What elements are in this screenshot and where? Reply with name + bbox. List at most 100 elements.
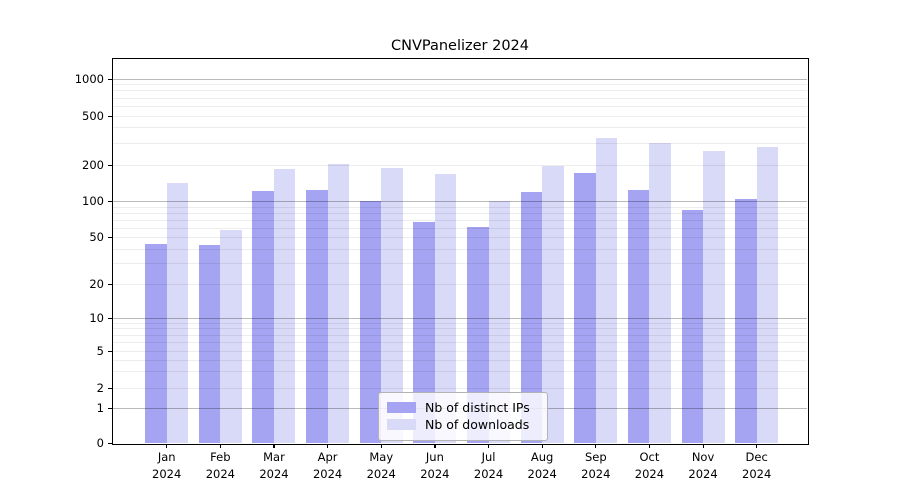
bar-distinct-ips-jan <box>145 244 167 443</box>
minor-gridline <box>113 328 807 330</box>
y-tick-mark <box>108 317 112 319</box>
minor-gridline <box>113 164 807 166</box>
bar-downloads-feb <box>220 229 242 443</box>
y-tick-label: 2 <box>96 380 104 395</box>
y-tick-mark <box>108 283 112 285</box>
x-tick-label: Jan 2024 <box>152 450 182 481</box>
bar-downloads-jun <box>434 174 457 443</box>
minor-gridline <box>113 142 807 144</box>
bar-downloads-nov <box>703 150 725 443</box>
minor-gridline <box>113 212 807 214</box>
minor-gridline <box>113 90 807 92</box>
x-tick-label: Apr 2024 <box>312 450 343 481</box>
minor-gridline <box>113 322 807 324</box>
bar-downloads-dec <box>756 147 779 443</box>
y-tick-mark <box>108 442 112 444</box>
x-tick-label: Aug 2024 <box>527 450 557 481</box>
bar-distinct-ips-jun <box>413 221 435 443</box>
x-tick-mark <box>756 444 758 448</box>
bar-distinct-ips-feb <box>198 245 221 443</box>
x-tick-label: May 2024 <box>366 450 396 481</box>
x-tick-mark <box>648 444 651 448</box>
minor-gridline <box>113 105 807 107</box>
bar-downloads-jan <box>166 182 189 443</box>
bar-distinct-ips-aug <box>520 191 543 443</box>
x-tick-label: Mar 2024 <box>259 450 289 481</box>
legend: Nb of distinct IPs Nb of downloads <box>378 392 548 441</box>
x-tick-mark <box>434 444 436 448</box>
minor-gridline <box>113 115 807 117</box>
legend-swatch-downloads <box>387 419 416 430</box>
x-tick-label: Jul 2024 <box>473 450 504 481</box>
minor-gridline <box>113 359 807 361</box>
bar-distinct-ips-may <box>359 201 382 443</box>
x-tick-label: Feb 2024 <box>205 450 235 481</box>
bar-downloads-apr <box>327 164 350 443</box>
x-tick-label: Jun 2024 <box>420 450 450 481</box>
x-tick-mark <box>327 444 329 448</box>
legend-swatch-distinct-ips <box>387 402 416 413</box>
legend-label-distinct-ips: Nb of distinct IPs <box>425 400 530 415</box>
bar-distinct-ips-mar <box>252 191 274 443</box>
bar-distinct-ips-oct <box>627 190 650 443</box>
minor-gridline <box>113 387 807 389</box>
y-tick-mark <box>108 201 112 203</box>
y-tick-mark <box>108 407 112 409</box>
x-tick-mark <box>541 444 543 448</box>
major-gridline <box>113 78 807 80</box>
bar-downloads-may <box>381 167 403 443</box>
bar-downloads-oct <box>649 143 671 443</box>
minor-gridline <box>113 341 807 343</box>
y-tick-mark <box>108 115 112 117</box>
x-tick-label: Nov 2024 <box>688 450 718 481</box>
major-gridline <box>113 317 807 319</box>
bar-downloads-sep <box>595 138 618 443</box>
x-tick-label: Sep 2024 <box>581 450 611 481</box>
y-tick-mark <box>108 350 112 352</box>
y-tick-mark <box>108 237 112 239</box>
y-tick-label: 200 <box>82 157 104 172</box>
y-tick-label: 500 <box>82 108 104 123</box>
bar-downloads-aug <box>542 165 564 443</box>
bar-downloads-jul <box>488 200 511 443</box>
bar-distinct-ips-apr <box>306 189 328 443</box>
legend-item-downloads: Nb of downloads <box>387 417 539 432</box>
minor-gridline <box>113 248 807 250</box>
y-tick-label: 50 <box>89 230 104 245</box>
bar-distinct-ips-dec <box>735 198 757 443</box>
y-tick-mark <box>108 387 112 389</box>
x-tick-mark <box>219 444 222 448</box>
minor-gridline <box>113 283 807 285</box>
minor-gridline <box>113 84 807 86</box>
minor-gridline <box>113 350 807 352</box>
x-tick-mark <box>702 444 704 448</box>
bar-distinct-ips-sep <box>574 172 596 443</box>
minor-gridline <box>113 206 807 208</box>
x-tick-mark <box>273 444 275 448</box>
y-tick-label: 5 <box>96 343 104 358</box>
bar-downloads-mar <box>273 169 296 443</box>
minor-gridline <box>113 127 807 129</box>
y-tick-label: 0 <box>96 435 104 450</box>
y-tick-mark <box>108 164 112 166</box>
y-tick-mark <box>108 78 112 80</box>
x-tick-label: Dec 2024 <box>742 450 772 481</box>
x-tick-mark <box>595 444 597 448</box>
bar-distinct-ips-jul <box>467 227 489 443</box>
y-tick-label: 1 <box>96 400 104 415</box>
bar-distinct-ips-nov <box>681 209 704 443</box>
minor-gridline <box>113 334 807 336</box>
x-tick-mark <box>166 444 168 448</box>
y-tick-label: 100 <box>82 194 104 209</box>
legend-label-downloads: Nb of downloads <box>425 417 530 432</box>
y-tick-label: 20 <box>89 276 104 291</box>
y-tick-label: 1000 <box>74 71 104 86</box>
minor-gridline <box>113 371 807 373</box>
x-tick-mark <box>380 444 382 448</box>
major-gridline <box>113 201 807 203</box>
x-tick-mark <box>488 444 490 448</box>
minor-gridline <box>113 227 807 229</box>
minor-gridline <box>113 263 807 265</box>
minor-gridline <box>113 97 807 99</box>
